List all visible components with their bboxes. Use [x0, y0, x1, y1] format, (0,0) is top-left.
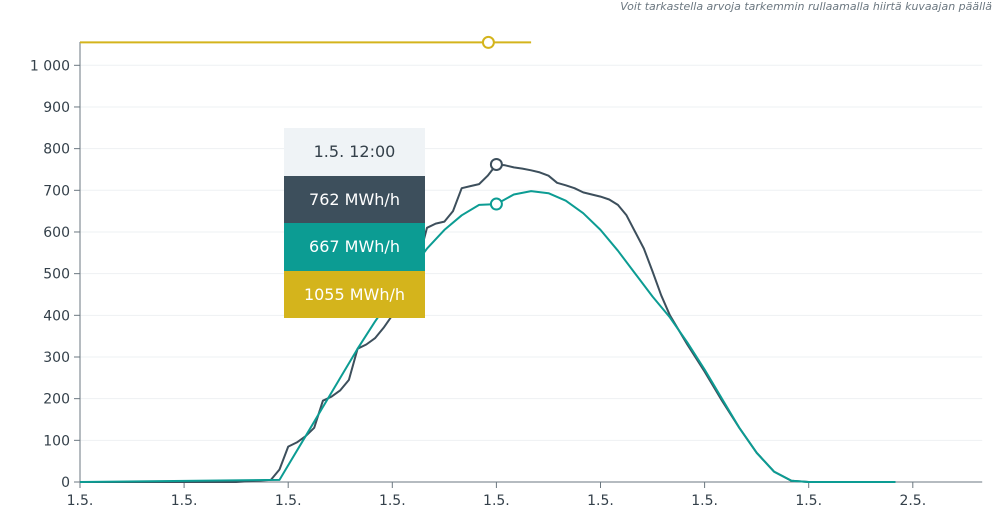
x-tick-label: 1.5. [795, 493, 822, 509]
y-tick-label: 100 [43, 433, 70, 449]
y-tick-label: 1 000 [30, 58, 70, 74]
chart-hint-text: Voit tarkastella arvoja tarkemmin rullaa… [620, 0, 992, 13]
tooltip-dark-value: 762 MWh/h [284, 175, 425, 223]
y-tick-label: 0 [61, 475, 70, 491]
y-tick-label: 300 [43, 350, 70, 366]
hover-marker-dark [489, 157, 503, 171]
x-tick-label: 2.5. [899, 493, 926, 509]
y-tick-label: 400 [43, 308, 70, 324]
y-tick-label: 600 [43, 225, 70, 241]
hover-marker-gold [481, 35, 495, 49]
x-tick-label: 1.5. [587, 493, 614, 509]
y-tick-label: 900 [43, 100, 70, 116]
x-tick-label: 1.5. [67, 493, 94, 509]
y-tick-label: 800 [43, 142, 70, 158]
y-tick-label: 200 [43, 392, 70, 408]
series-line-dark [80, 163, 896, 483]
x-tick-label: 1.5. [171, 493, 198, 509]
x-tick-label: 1.5. [483, 493, 510, 509]
hover-tooltip: 1.5. 12:00 762 MWh/h 667 MWh/h 1055 MWh/… [284, 128, 425, 318]
hover-marker-teal [489, 197, 503, 211]
series-line-teal [79, 190, 896, 483]
x-tick-label: 1.5. [691, 493, 718, 509]
y-tick-label: 700 [43, 183, 70, 199]
x-tick-label: 1.5. [275, 493, 302, 509]
tooltip-time: 1.5. 12:00 [284, 128, 425, 176]
tooltip-teal-value: 667 MWh/h [284, 223, 425, 271]
x-tick-label: 1.5. [379, 493, 406, 509]
y-tick-label: 500 [43, 267, 70, 283]
tooltip-gold-value: 1055 MWh/h [284, 270, 425, 318]
